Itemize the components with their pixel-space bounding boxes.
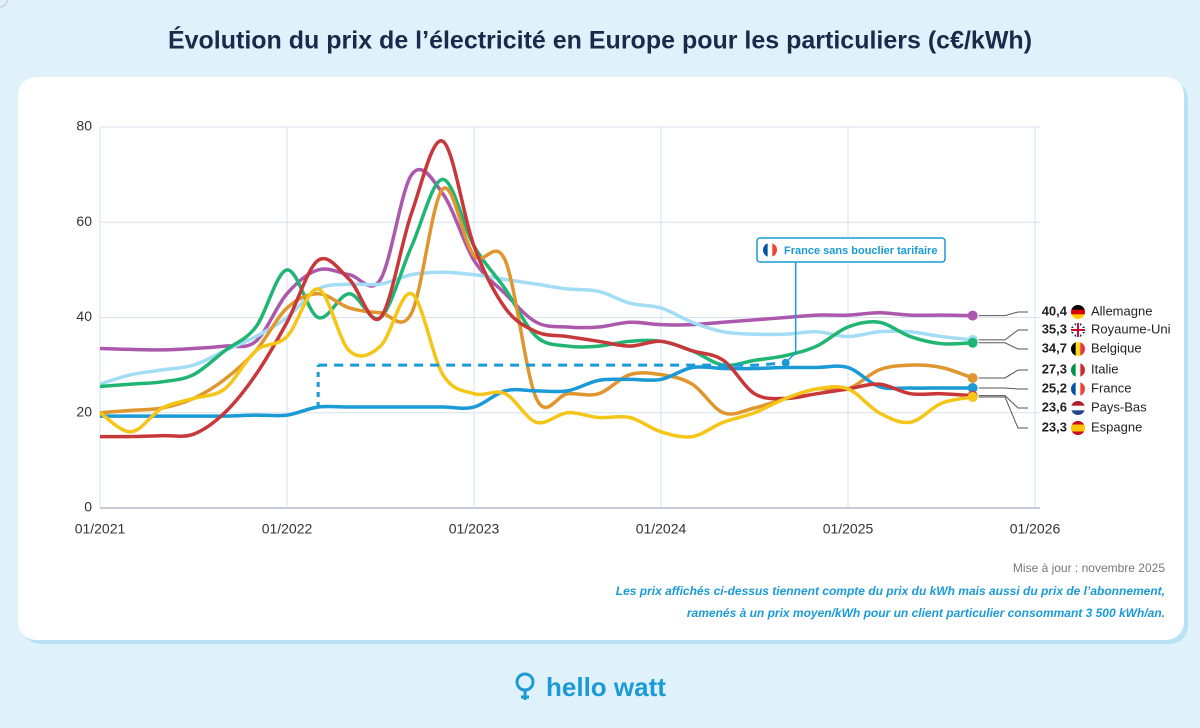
y-tick-label: 0 — [84, 499, 92, 515]
chart-title: Évolution du prix de l’électricité en Eu… — [168, 26, 1032, 55]
label-connector — [978, 311, 1028, 317]
flag-part — [1071, 363, 1076, 377]
legend-label: Allemagne — [1091, 303, 1152, 318]
flag-border — [0, 0, 8, 8]
label-connector — [978, 329, 1028, 341]
flag-part — [1071, 405, 1085, 411]
dashed-line — [318, 361, 786, 367]
logo-icon — [515, 672, 535, 700]
y-tick-label: 80 — [76, 118, 92, 134]
annotation-box — [756, 237, 946, 263]
flag-part — [763, 243, 768, 257]
legend-label: France — [1091, 380, 1131, 395]
value-label: 34,7 — [1042, 340, 1067, 355]
y-tick-label: 20 — [76, 403, 92, 419]
footnote: Les prix affichés ci-dessus tiennent com… — [616, 584, 1165, 598]
legend-label: Royaume-Uni — [1091, 321, 1171, 336]
annotation: France sans bouclier tarifaire — [784, 245, 937, 257]
flag — [1071, 342, 1085, 356]
flag-part — [1080, 342, 1085, 356]
flag-part — [1071, 431, 1085, 435]
flag-part — [1080, 382, 1085, 396]
value-label: 27,3 — [1042, 361, 1067, 376]
flag — [1071, 323, 1085, 337]
label-connector — [978, 387, 1028, 390]
flag — [1071, 305, 1085, 319]
series-line — [99, 167, 973, 352]
x-tick-label: 01/2024 — [636, 521, 687, 537]
end-dot — [967, 392, 978, 403]
value-label: 35,3 — [1042, 321, 1067, 336]
flag-part — [772, 243, 777, 257]
plot: 0 20 40 60 80 01/2021 01/2022 01/2023 01/2024 01/… — [0, 0, 1171, 537]
flag-part — [1071, 424, 1085, 432]
x-tick-label: 01/2022 — [262, 521, 313, 537]
flag-part — [1071, 323, 1085, 337]
flag-part — [1071, 410, 1085, 415]
flag-part — [1071, 421, 1085, 425]
series-line — [100, 364, 973, 418]
flag-part — [1080, 363, 1085, 377]
end-dot — [967, 337, 978, 348]
flag-part — [1075, 363, 1081, 377]
x-tick-label: 01/2023 — [449, 521, 500, 537]
value-label: 40,4 — [1042, 303, 1068, 318]
flag-part — [1075, 342, 1081, 356]
label-connector — [978, 342, 1028, 350]
label-connector — [978, 396, 1028, 429]
label-connector — [978, 369, 1028, 379]
flag — [1071, 382, 1085, 396]
end-dot — [967, 310, 978, 321]
x-tick-label: 01/2021 — [75, 521, 126, 537]
legend-label: Pays-Bas — [1091, 399, 1147, 414]
flag-part — [1071, 382, 1076, 396]
flag-part — [1071, 342, 1076, 356]
flag-part — [1071, 309, 1085, 315]
series-line — [98, 287, 974, 439]
card — [18, 77, 1184, 640]
flag-part — [767, 243, 773, 257]
legend-label: Espagne — [1091, 419, 1142, 434]
flag — [1071, 363, 1085, 377]
callout-line — [785, 262, 797, 364]
flag-part — [1075, 382, 1081, 396]
update-note: Mise à jour : novembre 2025 — [1013, 561, 1165, 575]
legend-label: Italie — [1091, 361, 1118, 376]
brand: hello watt — [546, 672, 666, 702]
flag-part — [1071, 314, 1085, 319]
y-tick-label: 60 — [76, 213, 92, 229]
flag — [1071, 401, 1085, 415]
series-line — [99, 270, 973, 386]
end-dot — [967, 382, 978, 393]
value-label: 23,3 — [1042, 419, 1067, 434]
footnote: ramenés à un prix moyen/kWh pour un clie… — [687, 606, 1165, 620]
label-connector — [978, 395, 1028, 409]
flag — [1071, 421, 1085, 435]
flag-part — [1071, 305, 1085, 310]
value-label: 23,6 — [1042, 399, 1067, 414]
value-label: 25,2 — [1042, 380, 1067, 395]
flag — [763, 243, 777, 257]
end-dot — [781, 358, 790, 367]
y-tick-label: 40 — [76, 308, 92, 324]
flag-part — [1071, 401, 1085, 406]
legend-label: Belgique — [1091, 340, 1142, 355]
x-tick-label: 01/2026 — [1010, 521, 1061, 537]
end-dot — [967, 372, 978, 383]
x-tick-label: 01/2025 — [823, 521, 874, 537]
series-line — [99, 139, 973, 439]
